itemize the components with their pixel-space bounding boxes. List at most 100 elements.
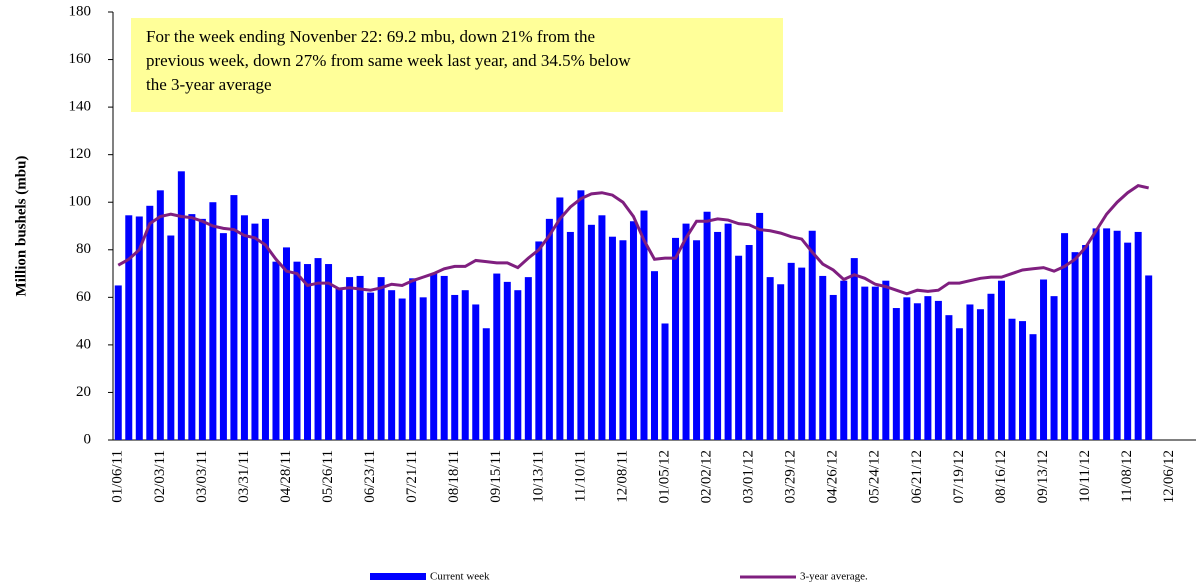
bar: [598, 215, 606, 440]
bar: [1050, 296, 1058, 440]
bar: [314, 258, 322, 440]
x-tick-label: 04/28/11: [278, 450, 294, 503]
x-tick-label: 11/08/12: [1119, 450, 1135, 503]
bar: [924, 296, 932, 440]
bar: [556, 197, 564, 440]
x-tick-label: 05/24/12: [867, 450, 883, 503]
bar: [682, 223, 690, 440]
bar: [829, 294, 837, 440]
bar: [945, 315, 953, 440]
bar: [735, 255, 743, 440]
x-tick-label: 05/26/11: [320, 450, 336, 503]
bar: [177, 171, 185, 441]
x-tick-label: 03/31/11: [236, 450, 252, 503]
bar: [892, 308, 900, 440]
bar: [167, 235, 175, 440]
bar: [934, 300, 942, 440]
x-tick-label: 10/13/11: [530, 450, 546, 503]
bar: [840, 280, 848, 440]
bar: [346, 277, 354, 440]
bar: [672, 237, 680, 440]
y-tick-label: 20: [76, 384, 91, 400]
bar: [409, 278, 417, 440]
bar: [566, 231, 574, 440]
bar: [871, 286, 879, 440]
legend-label: 3-year average.: [800, 571, 868, 583]
x-tick-label: 02/02/12: [699, 450, 715, 503]
bar: [1124, 242, 1132, 440]
bar: [987, 293, 995, 440]
bar: [146, 205, 154, 440]
bar: [1113, 230, 1121, 440]
bar: [787, 262, 795, 440]
x-tick-label: 01/05/12: [656, 450, 672, 503]
bar: [293, 261, 301, 440]
x-tick-label: 02/03/11: [152, 450, 168, 503]
bar: [882, 280, 890, 440]
bar: [398, 298, 406, 440]
y-tick-label: 60: [76, 289, 91, 305]
bar: [335, 287, 343, 440]
bar: [1082, 245, 1090, 440]
x-tick-label: 12/06/12: [1161, 450, 1177, 503]
bar: [577, 190, 585, 440]
bar: [388, 290, 396, 440]
bar: [976, 309, 984, 440]
bar: [997, 280, 1005, 440]
bar: [472, 304, 480, 440]
bar: [261, 218, 269, 440]
y-tick-label: 140: [69, 99, 92, 115]
bar: [251, 223, 259, 440]
bar: [219, 233, 227, 440]
bar: [629, 221, 637, 440]
bar: [756, 212, 764, 440]
bar: [1029, 334, 1037, 440]
bar: [777, 284, 785, 440]
bar: [808, 230, 816, 440]
bar: [819, 275, 827, 440]
bar: [766, 277, 774, 440]
bar: [1092, 228, 1100, 440]
bar: [798, 267, 806, 440]
bar: [1019, 321, 1027, 440]
bar: [482, 328, 490, 440]
bar: [619, 240, 627, 440]
y-tick-label: 0: [84, 431, 92, 447]
bar: [745, 245, 753, 440]
bar: [240, 215, 248, 440]
legend-swatch: [370, 573, 426, 580]
y-tick-label: 80: [76, 241, 91, 257]
bar: [493, 273, 501, 440]
bar: [188, 214, 196, 440]
bar: [209, 202, 217, 440]
bar: [850, 258, 858, 440]
bar: [514, 290, 522, 440]
x-tick-label: 03/29/12: [783, 450, 799, 503]
bar: [125, 215, 133, 440]
bar: [640, 210, 648, 440]
y-tick-label: 40: [76, 336, 91, 352]
bar: [230, 195, 238, 440]
bar: [524, 277, 532, 440]
bar: [377, 277, 385, 440]
bar: [503, 281, 511, 440]
bar: [724, 223, 732, 440]
bar: [156, 190, 164, 440]
bar: [903, 297, 911, 440]
bar: [966, 304, 974, 440]
x-tick-label: 01/06/11: [110, 450, 126, 503]
bar: [451, 294, 459, 440]
x-tick-label: 06/23/11: [362, 450, 378, 503]
legend-label: Current week: [430, 571, 490, 583]
x-tick-label: 07/19/12: [951, 450, 967, 503]
bar: [545, 218, 553, 440]
y-tick-label: 180: [69, 3, 92, 19]
x-tick-label: 03/03/11: [194, 450, 210, 503]
x-tick-label: 09/15/11: [488, 450, 504, 503]
bar: [135, 216, 143, 440]
bar: [1145, 275, 1153, 440]
bar: [703, 211, 711, 440]
bar: [693, 240, 701, 440]
bar: [1040, 279, 1048, 440]
bar: [461, 290, 469, 440]
